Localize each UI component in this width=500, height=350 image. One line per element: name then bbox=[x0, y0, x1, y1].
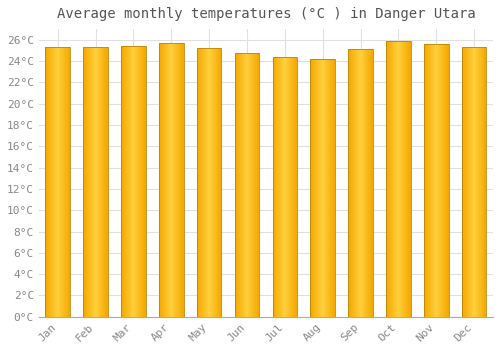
Bar bbox=[197, 48, 222, 317]
Bar bbox=[424, 44, 448, 317]
Title: Average monthly temperatures (°C ) in Danger Utara: Average monthly temperatures (°C ) in Da… bbox=[56, 7, 476, 21]
Bar bbox=[121, 46, 146, 317]
Bar bbox=[462, 47, 486, 317]
Bar bbox=[386, 41, 410, 317]
Bar bbox=[272, 57, 297, 317]
Bar bbox=[46, 47, 70, 317]
Bar bbox=[348, 49, 373, 317]
Bar bbox=[310, 59, 335, 317]
Bar bbox=[159, 43, 184, 317]
Bar bbox=[84, 47, 108, 317]
Bar bbox=[234, 52, 260, 317]
